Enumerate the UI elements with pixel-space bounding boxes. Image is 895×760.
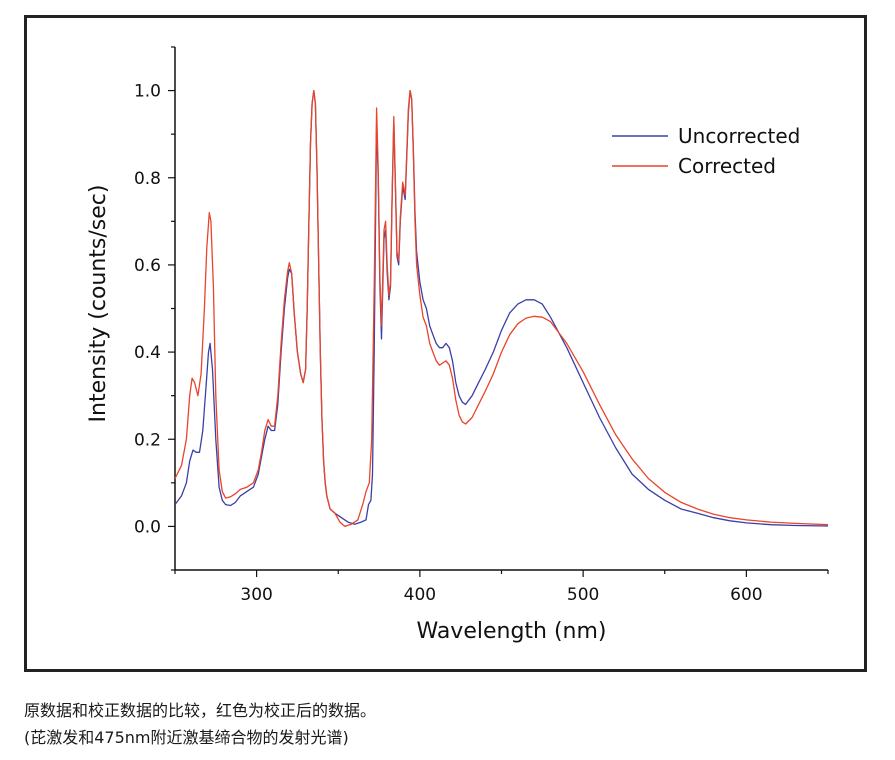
y-tick-label: 0.2 bbox=[134, 430, 161, 450]
x-tick-label: 400 bbox=[404, 585, 436, 605]
chart-axes: 300 400 500 600 0.0 0.2 0.4 0.6 0.8 1.0 bbox=[134, 46, 829, 605]
y-tick-label: 0.4 bbox=[134, 343, 161, 363]
x-tick-label: 500 bbox=[567, 585, 599, 605]
plot-lines bbox=[174, 89, 829, 528]
y-tick-label: 0.6 bbox=[134, 256, 161, 276]
y-tick-label: 0.8 bbox=[134, 169, 161, 189]
y-axis-label: Intensity (counts/sec) bbox=[86, 185, 111, 423]
chart-legend: Uncorrected Corrected bbox=[612, 124, 800, 178]
x-tick-label: 600 bbox=[730, 585, 762, 605]
figure-caption: 原数据和校正数据的比较，红色为校正后的数据。 (芘激发和475nm附近激基缔合物… bbox=[24, 697, 874, 751]
x-tick-label: 300 bbox=[240, 585, 272, 605]
series-line-corrected bbox=[174, 89, 829, 528]
legend-label-corrected: Corrected bbox=[678, 154, 776, 178]
caption-line-2: (芘激发和475nm附近激基缔合物的发射光谱) bbox=[24, 728, 349, 747]
legend-label-uncorrected: Uncorrected bbox=[678, 124, 800, 148]
y-tick-label: 1.0 bbox=[134, 82, 161, 102]
y-tick-label: 0.0 bbox=[134, 517, 161, 537]
spectrum-chart: 300 400 500 600 0.0 0.2 0.4 0.6 0.8 1.0 Uncorrect… bbox=[86, 46, 829, 644]
x-axis-label: Wavelength (nm) bbox=[416, 619, 606, 644]
caption-line-1: 原数据和校正数据的比较，红色为校正后的数据。 bbox=[24, 701, 377, 720]
